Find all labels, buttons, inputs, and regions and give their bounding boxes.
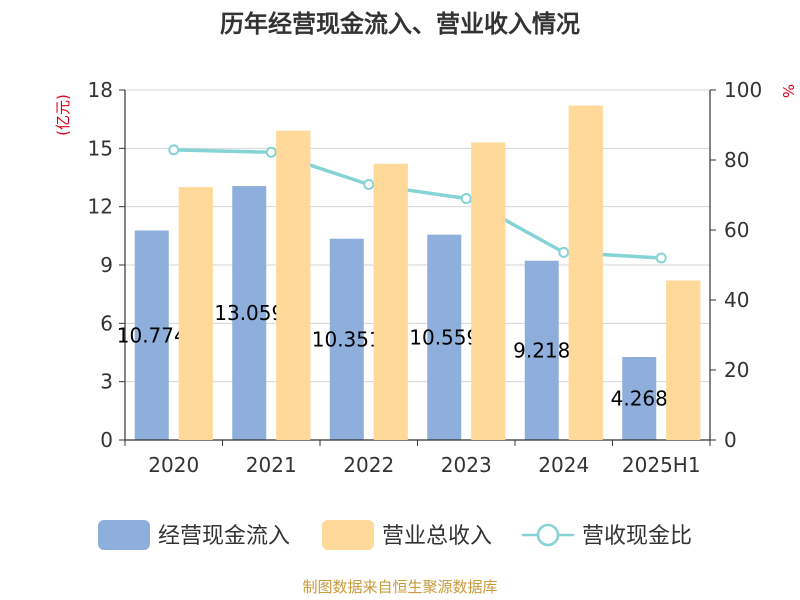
bar-revenue-overlay <box>666 280 701 440</box>
data-labels: 10.774 13.059 10.351 10.559 9.218 4.268 <box>117 105 701 441</box>
legend: 经营现金流入 营业总收入 营收现金比 <box>98 520 692 550</box>
legend-label-ratio: 营收现金比 <box>582 524 692 549</box>
bar-revenue-overlay <box>178 187 213 440</box>
data-label-cash-inflow: 10.351 <box>312 327 382 351</box>
gridlines <box>125 89 710 383</box>
right-axis-unit: % <box>779 84 797 98</box>
data-label-cash-inflow: 10.559 <box>409 325 479 349</box>
bar-cash-inflow <box>427 234 462 440</box>
ratio-point <box>265 146 277 158</box>
bar-revenue-overlay <box>568 105 603 441</box>
left-axis-tick-label: 12 <box>88 195 113 219</box>
left-axis-tick-label: 15 <box>88 136 113 160</box>
left-axis-tick-label: 0 <box>100 428 113 452</box>
data-label-cash-inflow: 9.218 <box>513 338 570 362</box>
x-axis-tick-label: 2021 <box>246 453 297 477</box>
legend-swatch-ratio-marker <box>536 523 560 547</box>
legend-swatch-cash-inflow <box>98 520 150 550</box>
left-axis-tick-label: 3 <box>100 370 113 394</box>
bar-revenue-overlay <box>471 142 506 440</box>
source-note: 制图数据来自恒生聚源数据库 <box>302 578 497 596</box>
right-axis-tick-label: 80 <box>724 148 749 172</box>
legend-label-revenue: 营业总收入 <box>382 524 492 549</box>
bar-revenue-overlay <box>276 130 311 441</box>
x-axis-tick-label: 2025H1 <box>622 453 701 477</box>
ratio-point <box>168 144 180 156</box>
ratio-point <box>558 246 570 258</box>
bar-cash-inflow <box>524 260 559 440</box>
data-label-cash-inflow: 4.268 <box>611 387 668 411</box>
right-axis-tick-label: 0 <box>724 428 737 452</box>
ratio-point <box>655 252 667 264</box>
x-axis-tick-label: 2024 <box>538 453 589 477</box>
left-axis-tick-label: 9 <box>100 253 113 277</box>
bar-cash-inflow <box>329 238 364 440</box>
right-axis-tick-label: 60 <box>724 218 749 242</box>
bar-cash-inflow <box>622 357 657 440</box>
ratio-point <box>460 193 472 204</box>
ratio-point <box>363 179 375 190</box>
bar-cash-inflow <box>232 186 267 440</box>
data-label-cash-inflow: 10.774 <box>117 323 187 347</box>
right-axis-tick-label: 40 <box>724 288 749 312</box>
legend-label-cash-inflow: 经营现金流入 <box>158 524 290 549</box>
left-axis-tick-label: 18 <box>88 78 113 102</box>
left-axis-tick-label: 6 <box>100 311 113 335</box>
right-axis-tick-label: 100 <box>724 78 762 102</box>
x-axis-tick-label: 2020 <box>148 453 199 477</box>
x-axis-tick-label: 2022 <box>343 453 394 477</box>
legend-swatch-revenue <box>322 520 374 550</box>
chart-title: 历年经营现金流入、营业收入情况 <box>220 10 580 38</box>
bar-cash-inflow <box>134 230 169 440</box>
x-axis-tick-label: 2023 <box>441 453 492 477</box>
data-label-cash-inflow: 13.059 <box>214 301 284 325</box>
left-axis-unit: (亿元) <box>54 94 72 136</box>
bar-revenue-overlay <box>373 163 408 440</box>
right-axis-tick-label: 20 <box>724 358 749 382</box>
axes: 0 3 6 9 12 15 18 0 20 40 60 80 100 2020 2021 2022 2023 20… <box>88 78 763 477</box>
